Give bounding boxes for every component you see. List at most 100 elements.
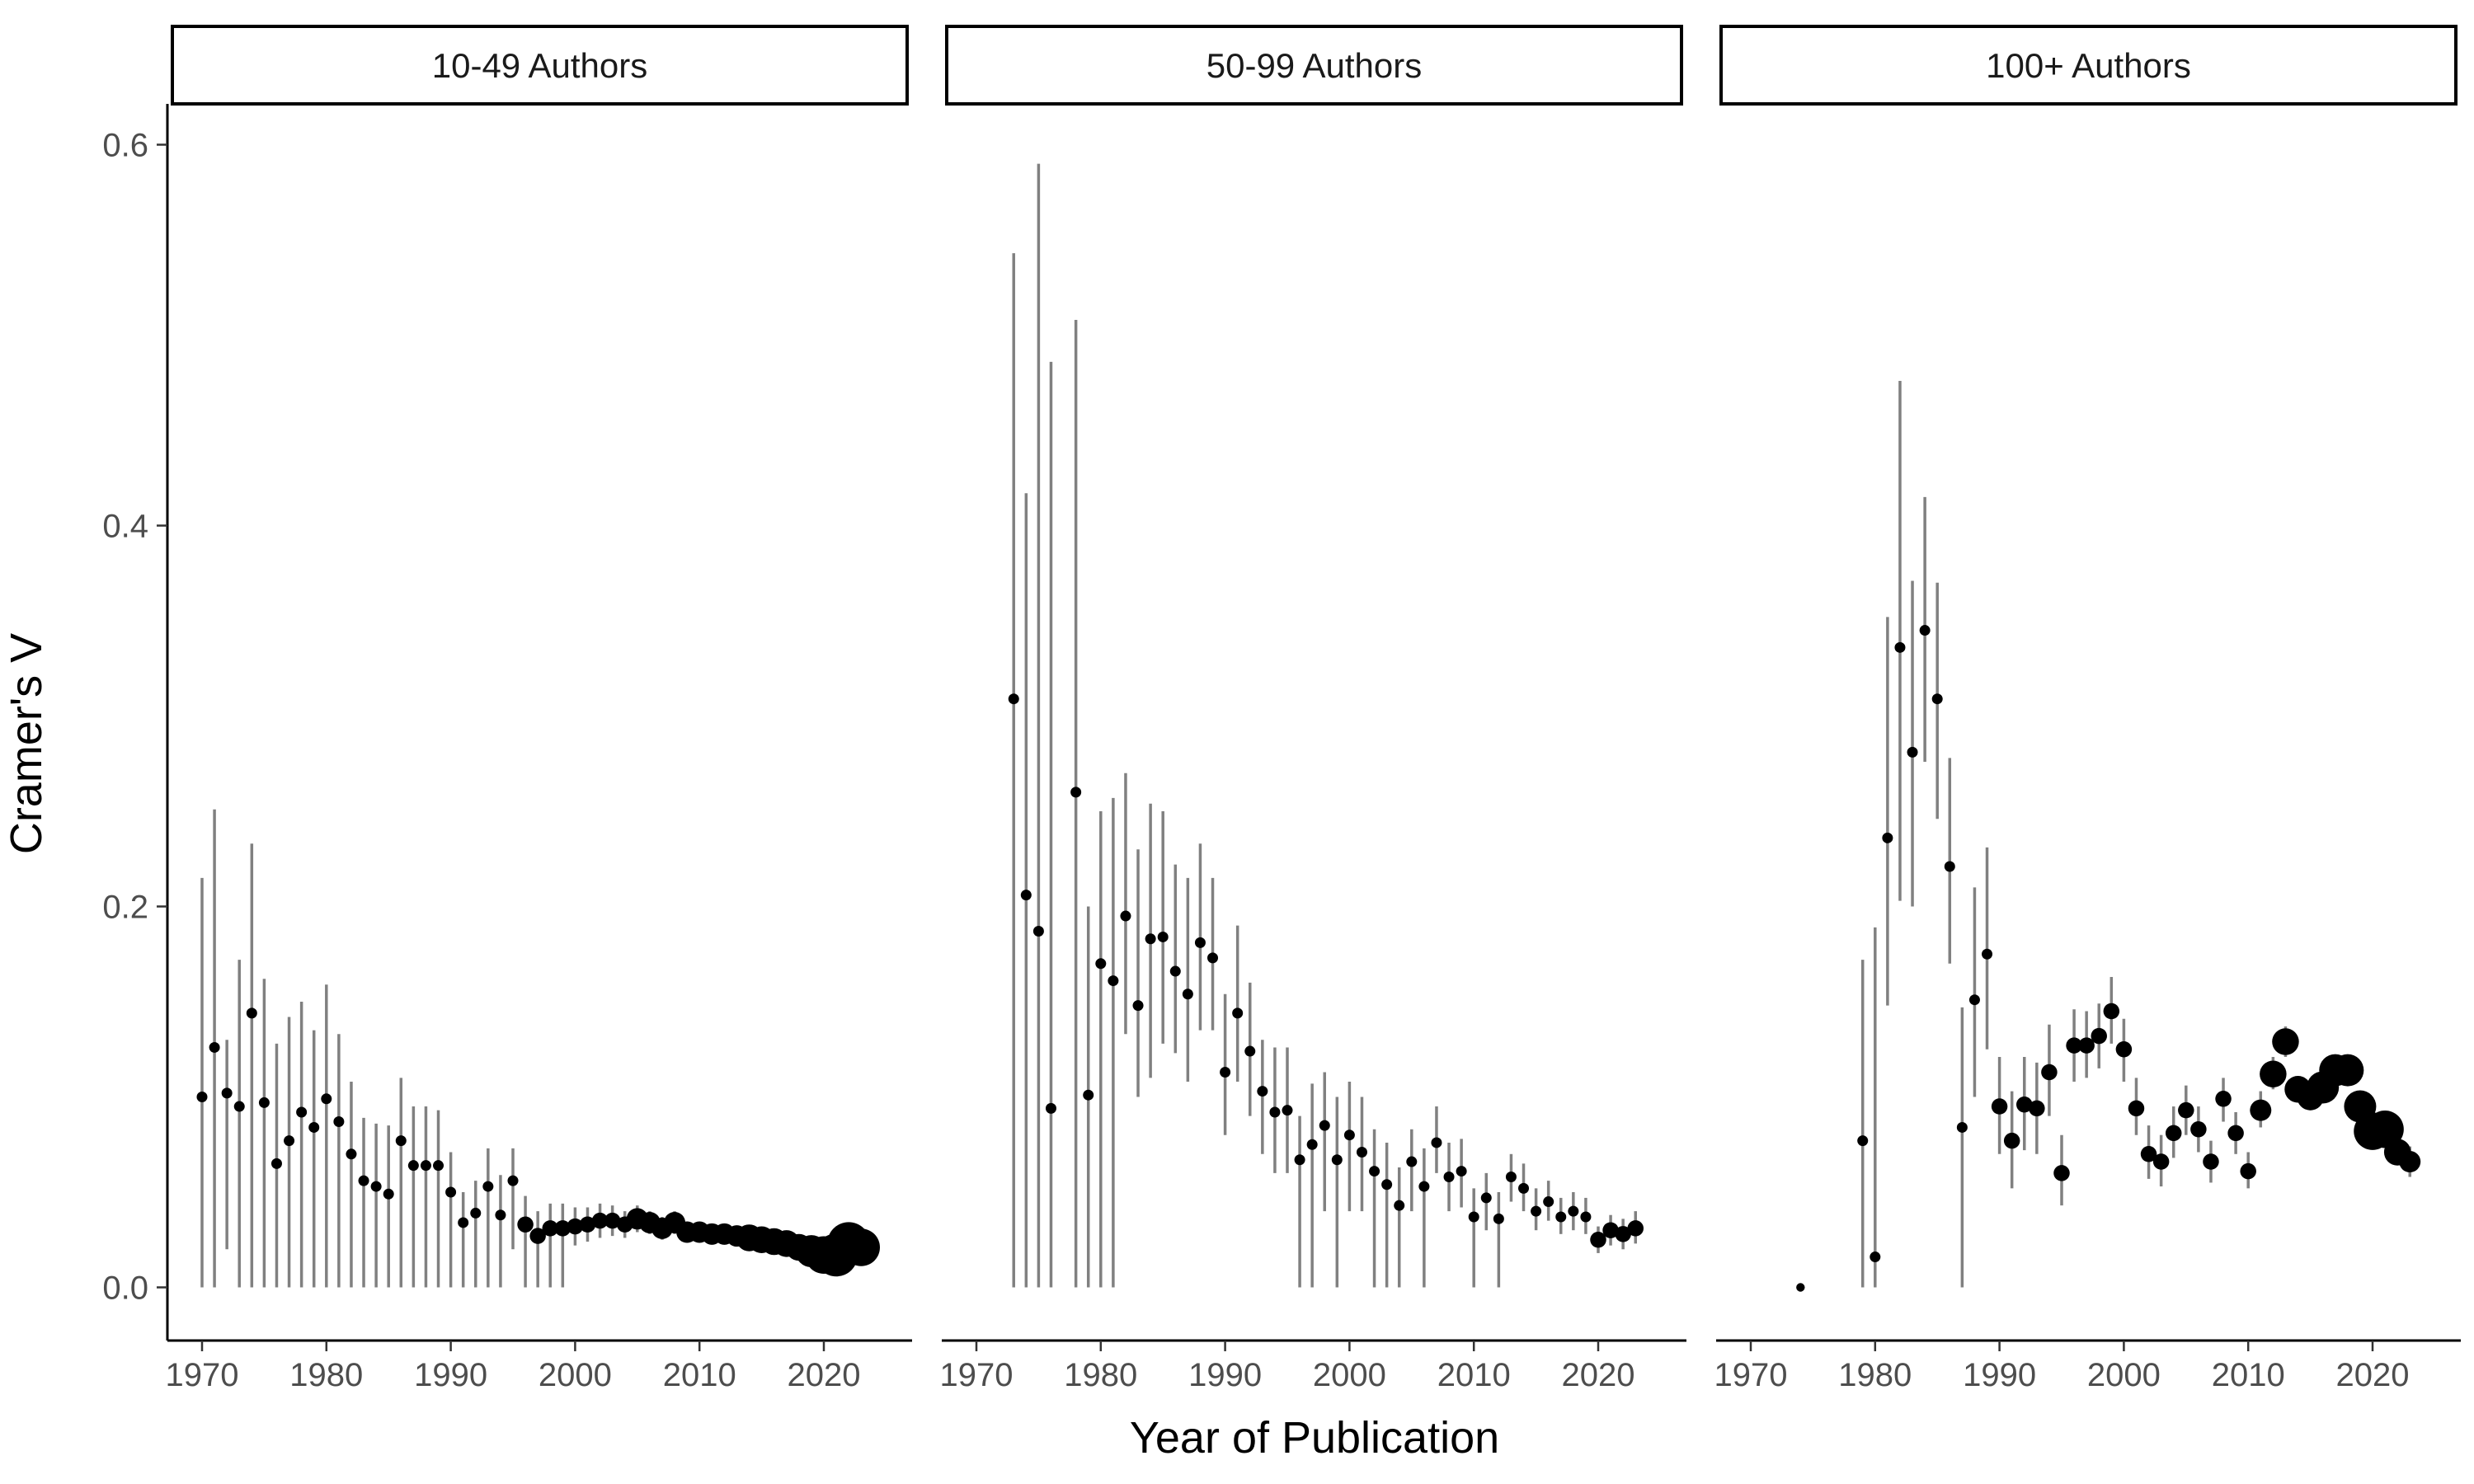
data-point	[2399, 1151, 2421, 1173]
data-point	[1220, 1066, 1231, 1078]
data-point	[1505, 1172, 1517, 1183]
data-point	[1331, 1154, 1343, 1166]
data-point	[1108, 975, 1119, 987]
data-point	[507, 1175, 519, 1186]
data-point	[1796, 1283, 1805, 1292]
data-point	[1083, 1089, 1094, 1101]
x-tick-label: 1980	[289, 1357, 363, 1393]
data-point	[1381, 1179, 1393, 1190]
x-tick-label: 2020	[788, 1357, 861, 1393]
data-point	[1095, 958, 1107, 970]
data-point	[258, 1097, 270, 1108]
data-point	[495, 1209, 506, 1221]
data-point	[529, 1228, 546, 1244]
data-point	[1032, 926, 1044, 937]
data-point	[554, 1220, 571, 1237]
data-point	[221, 1087, 233, 1099]
data-point	[1870, 1252, 1881, 1263]
data-point	[333, 1116, 345, 1128]
data-point	[2016, 1096, 2033, 1113]
data-point	[1319, 1120, 1330, 1131]
data-point	[346, 1148, 357, 1160]
data-point	[1590, 1232, 1606, 1248]
facet-panel-2: 50-99 Authors 1970 1980 1990 2000 2010 2020	[940, 25, 1686, 1393]
x-tick-label: 1990	[1963, 1357, 2036, 1393]
data-point	[579, 1216, 596, 1233]
data-point	[308, 1121, 320, 1133]
data-point	[1207, 952, 1219, 964]
x-tick-label: 1990	[1188, 1357, 1262, 1393]
data-point	[1857, 1135, 1869, 1147]
data-point	[482, 1181, 494, 1192]
data-point	[1518, 1182, 1530, 1194]
data-point	[2029, 1100, 2045, 1117]
facet-panel-1: 10-49 Authors 1970 1980 1990 2000 2010 2020	[166, 25, 912, 1393]
points	[1796, 625, 2421, 1292]
x-tick-label: 1970	[1714, 1357, 1788, 1393]
data-point	[1919, 625, 1931, 636]
data-point	[1157, 931, 1169, 942]
data-point	[2140, 1146, 2157, 1162]
x-tick-label: 2010	[2212, 1357, 2285, 1393]
data-point	[2178, 1101, 2194, 1119]
data-point	[2250, 1099, 2272, 1121]
data-point	[407, 1160, 419, 1172]
data-point	[2152, 1153, 2170, 1170]
data-point	[395, 1135, 407, 1147]
data-point	[1257, 1086, 1268, 1097]
data-point	[1991, 1098, 2008, 1115]
data-point	[420, 1160, 431, 1172]
data-point	[1182, 989, 1193, 1000]
data-point	[1132, 1000, 1144, 1012]
data-point	[1418, 1181, 1430, 1192]
data-point	[321, 1093, 332, 1105]
data-point	[604, 1212, 621, 1229]
data-point	[458, 1217, 469, 1228]
data-point	[1169, 965, 1181, 977]
facet-strip	[171, 25, 909, 106]
data-point	[2128, 1100, 2145, 1117]
data-point	[196, 1092, 208, 1102]
data-point	[591, 1212, 609, 1229]
data-point	[1568, 1205, 1579, 1217]
data-point	[1232, 1007, 1244, 1019]
data-point	[1493, 1213, 1504, 1224]
data-point	[284, 1135, 295, 1147]
data-point	[2272, 1028, 2299, 1055]
data-point	[1531, 1205, 1542, 1217]
data-point	[246, 1007, 257, 1019]
x-axis-title: Year of Publication	[1130, 1413, 1499, 1463]
data-point	[1194, 937, 1206, 948]
x-tick-label: 2020	[2336, 1357, 2410, 1393]
data-point	[270, 1158, 282, 1169]
data-point	[2190, 1121, 2207, 1138]
data-point	[1443, 1172, 1455, 1183]
data-point	[2041, 1064, 2058, 1081]
data-point	[433, 1160, 444, 1172]
data-point	[2203, 1153, 2219, 1170]
x-tick-label: 1990	[414, 1357, 487, 1393]
data-point	[2260, 1060, 2287, 1088]
y-tick-label: 0.6	[102, 128, 148, 164]
data-point	[2227, 1125, 2244, 1142]
facet-strip-label: 50-99 Authors	[1206, 46, 1423, 85]
data-point	[1294, 1154, 1305, 1166]
data-point	[1394, 1200, 1405, 1211]
data-point	[1982, 948, 1993, 960]
y-tick-label: 0.2	[102, 890, 148, 926]
data-point	[2003, 1132, 2020, 1149]
data-point	[1269, 1106, 1281, 1118]
data-point	[1555, 1211, 1567, 1223]
data-point	[1580, 1211, 1592, 1223]
facet-strip-label: 10-49 Authors	[432, 46, 648, 85]
data-point	[1907, 746, 1918, 758]
y-tick-label: 0.0	[102, 1270, 148, 1307]
facet-strip	[945, 25, 1683, 106]
data-point	[2115, 1041, 2133, 1058]
x-tick-label: 2000	[539, 1357, 612, 1393]
data-point	[1020, 890, 1032, 901]
data-point	[1468, 1211, 1479, 1223]
x-tick-label: 1980	[1838, 1357, 1912, 1393]
data-point	[1282, 1105, 1293, 1116]
